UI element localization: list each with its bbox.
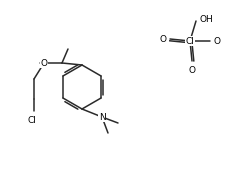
Text: Cl: Cl [186,37,194,45]
Text: Cl: Cl [28,116,37,125]
Text: N: N [99,113,105,122]
Text: O: O [40,58,47,67]
Text: OH: OH [199,15,213,23]
Text: O: O [189,66,196,75]
Text: O: O [159,34,166,43]
Text: O: O [213,37,220,45]
